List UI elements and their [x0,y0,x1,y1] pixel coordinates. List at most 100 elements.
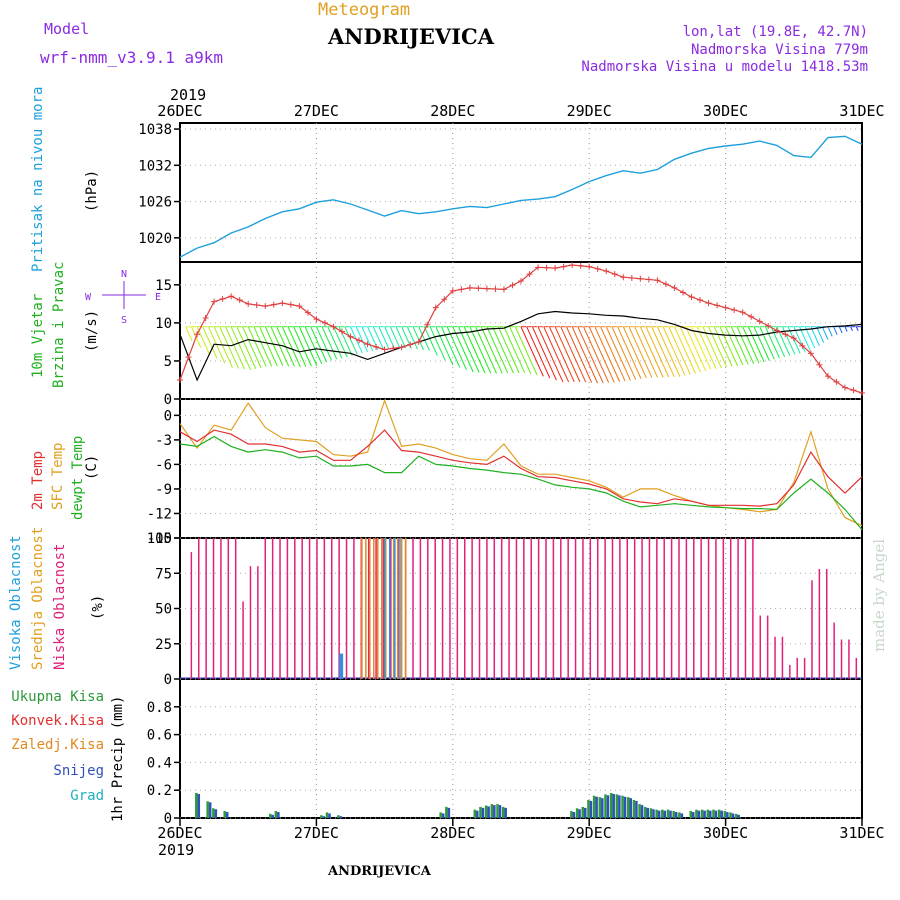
wind-barb [304,326,323,365]
wind-speed-marker [407,341,414,348]
wind-speed-marker [245,300,252,307]
wind-barb [236,326,257,370]
wind-barb [418,326,430,351]
wind-barb [458,326,480,373]
wind-barb [764,326,780,359]
wind-barb [622,326,647,379]
wind-speed-marker [577,262,584,269]
wind-barb [310,326,328,363]
precip-snow-bar [731,813,735,818]
precip-snow-bar [652,809,655,818]
precip-total-bar [661,809,664,818]
precip-total-bar [706,809,710,818]
precip-snow-bar [606,795,610,818]
wind-barb [639,326,664,378]
wind-barb [662,326,686,376]
precip-snow-bar [322,816,326,818]
wind-barb [219,326,240,369]
precip-total-bar [712,809,715,818]
precip-total-bar [484,805,488,818]
wind-speed-marker [449,287,456,294]
precip-total-bar [638,804,641,818]
wind-speed-marker [364,341,371,348]
wind-barb [537,326,564,383]
wind-barb [770,326,786,357]
wind-barb [588,326,615,383]
y-tick-label: 0 [164,392,172,408]
wind-barb [850,326,853,331]
precip-snow-bar [629,798,632,818]
high-cloud-bar [339,653,344,679]
precip-snow-bar [714,810,718,818]
date-label-top: 30DEC [703,102,748,120]
precip-total-bar [609,792,613,818]
wind-barb [213,326,233,368]
wind-barb [327,326,343,359]
precip-snow-bar [623,796,627,818]
model-label: Model [44,20,90,38]
precip-total-bar [274,811,278,818]
precip-snow-bar [197,793,201,818]
precip-total-bar [621,795,624,818]
wind-speed-marker [765,322,772,329]
precip-total-bar [734,813,738,818]
precip-snow-bar [726,812,729,818]
wind-barb [673,326,696,374]
wind-barb [799,326,811,351]
precip-total-bar [626,797,630,818]
wind-barb [730,326,749,365]
precip-total-bar [700,809,704,818]
wind-barb [821,326,829,340]
y-tick-label: 1020 [138,231,172,247]
wind-speed-marker [645,276,652,283]
panel-frame-pressure [179,122,863,263]
wind-barb [202,326,218,359]
precip-snow-bar [271,814,274,818]
wind-speed-marker [313,316,320,323]
wind-barb [617,326,642,379]
wind-speed-marker [287,301,294,308]
precip-snow-bar [674,812,678,818]
precip-snow-bar [657,810,661,818]
sfc-temp-line [179,398,863,527]
wind-speed-marker [432,304,439,311]
dewpoint-line [179,435,863,531]
precip-snow-bar [680,813,684,818]
wind-speed-marker [279,300,286,307]
precip-total-bar [695,809,698,818]
precip-total-bar [655,809,658,818]
precip-snow-bar [441,813,445,818]
y-tick-label: -15 [147,531,172,547]
wind-speed-marker [705,300,712,307]
wind-speed-marker [356,337,363,344]
precip-total-bar [587,799,590,818]
wind-speed-marker [475,285,482,292]
wind-speed-line [179,264,863,394]
precip-snow-label: Snijeg [53,763,104,779]
wind-barb [475,326,497,374]
precip-snow-bar [498,805,502,818]
model-name: wrf-nmm_v3.9.1 a9km [40,48,224,67]
wind-barb [742,326,760,364]
meteogram-label: Meteogram [318,0,411,20]
date-label-bottom: 28DEC [430,824,475,842]
compass-cross [102,281,146,309]
wind-speed-marker [253,302,260,309]
wind-speed-marker [424,321,431,328]
precip-total-bar [575,808,579,818]
precip-total-bar [496,804,499,818]
precip-snow-bar [669,810,672,818]
wind-speed-marker [483,285,490,292]
precip-snow-bar [595,796,598,818]
wind-barb [793,326,806,353]
wind-barb [645,326,670,378]
wind-barb [406,326,418,350]
wind-barb [605,326,631,381]
wind-barb [747,326,765,363]
precip-total-bar [325,812,329,818]
wind-speed-marker [807,350,814,357]
wind-barb [185,326,193,342]
wind-barb [548,326,575,383]
wind-speed-marker [373,343,380,350]
